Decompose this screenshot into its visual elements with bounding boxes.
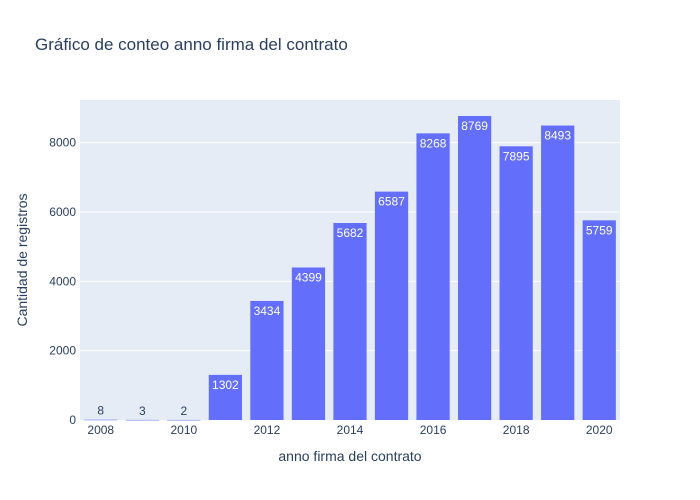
bar-value-label: 4399 [295,270,322,284]
bar-value-label: 2 [181,404,188,418]
bar-value-label: 8493 [544,129,571,143]
y-tick-label: 6000 [49,205,76,219]
x-tick-label: 2014 [337,423,364,437]
bar [374,191,409,420]
y-tick-label: 2000 [49,344,76,358]
x-tick-label: 2016 [420,423,447,437]
bar-value-label: 8 [97,404,104,418]
bars [84,115,616,421]
x-tick-label: 2012 [254,423,281,437]
bar-value-label: 5682 [337,226,364,240]
x-tick-labels: 2008 2010 2012 2014 2016 2018 2020 [87,423,612,437]
chart-title: Gráfico de conteo anno firma del contrat… [35,35,348,54]
x-tick-label: 2020 [586,423,613,437]
bar [250,300,284,420]
bar [125,419,159,421]
bar-value-label: 3434 [254,304,281,318]
bar-labels: 8 3 2 1302 3434 4399 5682 6587 8268 8769 7895 8493 5… [97,119,612,418]
y-axis-title: Cantidad de registros [14,193,30,326]
bar-value-label: 1302 [212,378,239,392]
bar [291,267,326,420]
bar [541,125,575,421]
bar [582,220,616,420]
x-axis-title: anno firma del contrato [278,448,421,464]
x-tick-label: 2010 [170,423,197,437]
bar [499,146,533,420]
bar [333,223,367,420]
bar-value-label: 3 [139,404,146,418]
y-tick-label: 0 [69,413,76,427]
y-tick-label: 4000 [49,274,76,288]
bar [167,419,201,421]
bar [416,133,450,420]
x-tick-label: 2008 [87,423,114,437]
bar-value-label: 8769 [461,119,488,133]
y-tick-labels: 0 2000 4000 6000 8000 [49,136,76,427]
bar-value-label: 5759 [586,223,613,237]
bar-value-label: 6587 [378,195,405,209]
y-tick-label: 8000 [49,136,76,150]
x-tick-label: 2018 [503,423,530,437]
bar [208,374,242,420]
bar [458,115,492,420]
bar [84,419,118,421]
bar-value-label: 7895 [503,149,530,163]
bar-value-label: 8268 [420,136,447,150]
